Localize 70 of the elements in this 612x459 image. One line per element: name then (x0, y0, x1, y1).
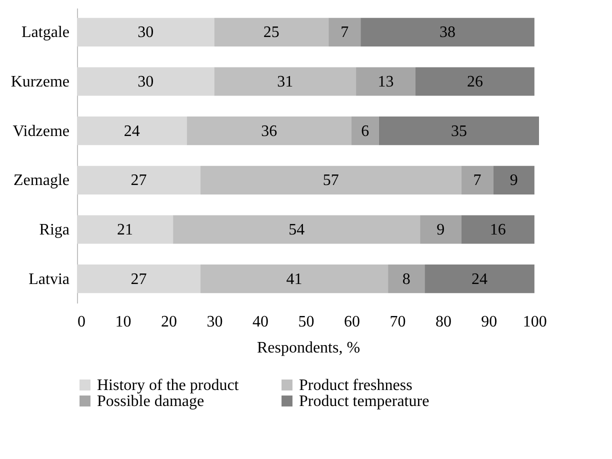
data-label: 35 (450, 122, 467, 140)
data-label: 27 (130, 270, 147, 288)
data-label: 26 (466, 74, 483, 91)
data-label: 36 (261, 122, 278, 140)
bar (77, 116, 187, 146)
bar (77, 67, 214, 96)
x-tick-label: 40 (252, 314, 268, 330)
bar (173, 215, 420, 244)
y-tick-label: Latvia (28, 270, 70, 288)
bar (424, 264, 534, 294)
data-label: 8 (402, 270, 410, 288)
bar (388, 264, 425, 294)
data-label: 30 (138, 24, 154, 42)
y-tick-label: Vidzeme (12, 122, 70, 140)
bar (420, 215, 462, 244)
bar (415, 67, 534, 96)
x-tick-label: 30 (206, 314, 223, 330)
data-label: 27 (130, 172, 147, 190)
data-label: 57 (322, 172, 339, 190)
data-label: 21 (117, 221, 134, 238)
x-tick-label: 0 (78, 314, 86, 330)
bar (77, 264, 201, 294)
bar (214, 67, 356, 96)
bar (186, 116, 352, 146)
bar (77, 18, 214, 46)
data-label: 7 (340, 24, 349, 42)
x-tick-label: 80 (435, 314, 452, 330)
x-tick-label: 20 (160, 314, 177, 330)
x-tick-label: 100 (522, 314, 547, 330)
legend-label: Possible damage (97, 393, 204, 410)
data-label: 6 (361, 122, 370, 140)
x-tick-label: 60 (344, 314, 360, 330)
bar (351, 116, 379, 146)
data-label: 25 (263, 24, 280, 42)
legend-label: Product freshness (299, 377, 412, 394)
bar (200, 166, 462, 194)
bar (360, 18, 534, 46)
bar (461, 215, 534, 244)
data-label: 13 (378, 74, 394, 91)
bar (378, 116, 539, 146)
bar (461, 166, 494, 194)
data-label: 38 (440, 24, 456, 42)
data-label: 31 (277, 74, 294, 91)
bar (77, 166, 201, 194)
legend-label: History of the product (97, 377, 240, 394)
data-label: 9 (510, 172, 518, 190)
bar (493, 166, 534, 194)
y-tick-label: Kurzeme (10, 74, 70, 91)
y-tick-label: Latgale (22, 24, 70, 42)
x-tick-label: 90 (481, 314, 498, 330)
data-label: 54 (288, 221, 305, 238)
y-tick-label: Riga (39, 221, 70, 238)
data-label: 9 (436, 221, 445, 238)
data-label: 16 (490, 221, 506, 238)
bar (356, 67, 416, 96)
data-label: 30 (138, 74, 154, 91)
x-tick-label: 10 (115, 314, 132, 330)
legend-label: Product temperature (299, 393, 430, 410)
y-tick-label: Zemagle (14, 172, 70, 190)
x-axis-title: Respondents, % (256, 340, 360, 356)
data-label: 24 (124, 122, 140, 140)
x-tick-label: 70 (390, 314, 406, 330)
bar (328, 18, 361, 46)
bar (214, 18, 329, 46)
data-label: 41 (286, 270, 302, 288)
data-label: 7 (473, 172, 482, 190)
bar (77, 215, 174, 244)
x-tick-label: 50 (298, 314, 314, 330)
data-label: 24 (472, 270, 488, 288)
bar (200, 264, 388, 294)
